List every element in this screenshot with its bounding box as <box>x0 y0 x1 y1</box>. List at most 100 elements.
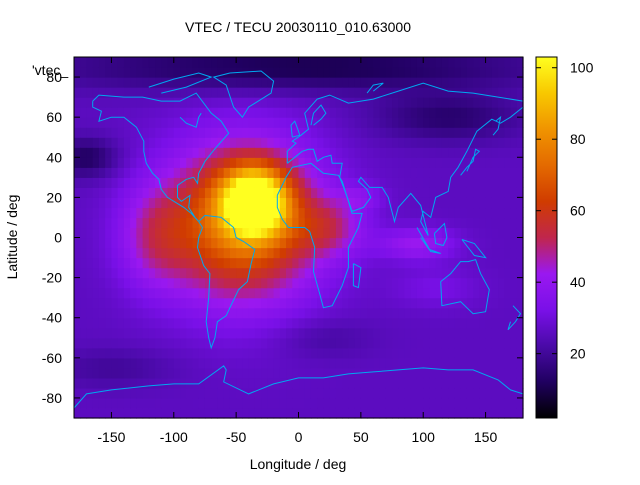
heatmap-cell <box>80 97 88 108</box>
heatmap-cell <box>373 317 381 329</box>
heatmap-cell <box>292 317 300 329</box>
heatmap-cell <box>242 167 250 178</box>
heatmap-cell <box>161 157 169 168</box>
heatmap-cell <box>367 277 374 289</box>
heatmap-cell <box>155 257 162 269</box>
heatmap-cell <box>398 247 406 259</box>
heatmap-cell <box>292 297 300 309</box>
heatmap-cell <box>192 227 200 239</box>
heatmap-cell <box>466 77 474 88</box>
heatmap-cell <box>105 367 113 379</box>
heatmap-cell <box>92 327 100 339</box>
heatmap-cell <box>310 167 318 178</box>
heatmap-cell <box>123 317 131 329</box>
heatmap-cell <box>74 397 81 409</box>
heatmap-cell <box>435 387 443 399</box>
heatmap-cell <box>155 77 162 88</box>
heatmap-cell <box>404 287 412 299</box>
heatmap-cell <box>423 247 431 259</box>
heatmap-cell <box>354 247 362 259</box>
heatmap-cell <box>267 187 275 198</box>
heatmap-cell <box>254 367 262 379</box>
heatmap-cell <box>204 187 212 198</box>
heatmap-cell <box>273 157 281 168</box>
heatmap-cell <box>279 297 287 309</box>
heatmap-cell <box>111 117 119 128</box>
heatmap-cell <box>498 247 505 259</box>
heatmap-cell <box>155 57 162 68</box>
heatmap-cell <box>261 357 268 369</box>
heatmap-cell <box>192 57 200 68</box>
heatmap-cell <box>323 157 331 168</box>
heatmap-cell <box>236 127 243 138</box>
heatmap-cell <box>173 57 181 68</box>
heatmap-cell <box>317 217 325 229</box>
heatmap-cell <box>373 277 381 289</box>
heatmap-cell <box>186 337 194 349</box>
heatmap-cell <box>416 237 424 249</box>
heatmap-cell <box>254 147 262 158</box>
heatmap-cell <box>423 167 431 178</box>
heatmap-cell <box>360 387 368 399</box>
coastline-britain <box>290 120 301 138</box>
heatmap-cell <box>392 207 399 219</box>
heatmap-cell <box>441 307 449 319</box>
heatmap-cell <box>98 357 106 369</box>
heatmap-cell <box>123 147 131 158</box>
heatmap-cell <box>117 67 125 78</box>
heatmap-cell <box>441 77 449 88</box>
heatmap-cell <box>516 287 524 299</box>
heatmap-cell <box>161 387 169 399</box>
heatmap-cell <box>117 207 125 219</box>
heatmap-cell <box>229 277 237 289</box>
heatmap-cell <box>485 397 493 409</box>
heatmap-cell <box>510 137 518 148</box>
heatmap-cell <box>416 137 424 148</box>
heatmap-cell <box>223 277 231 289</box>
heatmap-cell <box>335 317 343 329</box>
heatmap-cell <box>136 237 144 249</box>
heatmap-cell <box>435 167 443 178</box>
heatmap-cell <box>217 107 225 118</box>
heatmap-cell <box>516 227 524 239</box>
heatmap-cell <box>292 337 300 349</box>
heatmap-cell <box>273 57 281 68</box>
heatmap-cell <box>410 317 418 329</box>
heatmap-cell <box>298 217 306 229</box>
heatmap-cell <box>286 147 293 158</box>
heatmap-cell <box>92 267 100 279</box>
heatmap-cell <box>74 347 81 359</box>
heatmap-cell <box>398 267 406 279</box>
heatmap-cell <box>148 67 156 78</box>
heatmap-cell <box>130 117 137 128</box>
heatmap-cell <box>473 327 480 339</box>
heatmap-cell <box>335 287 343 299</box>
heatmap-cell <box>491 217 499 229</box>
heatmap-cell <box>167 227 175 239</box>
heatmap-cell <box>155 197 162 209</box>
heatmap-cell <box>155 377 162 389</box>
heatmap-cell <box>429 307 437 319</box>
heatmap-cell <box>379 267 387 279</box>
heatmap-cell <box>335 157 343 168</box>
heatmap-cell <box>279 117 287 128</box>
heatmap-cell <box>304 257 312 269</box>
heatmap-cell <box>460 57 468 68</box>
heatmap-cell <box>441 407 449 419</box>
heatmap-cell <box>454 137 462 148</box>
heatmap-cell <box>98 157 106 168</box>
heatmap-cell <box>410 157 418 168</box>
heatmap-cell <box>498 337 505 349</box>
heatmap-cell <box>373 87 381 98</box>
heatmap-cell <box>404 407 412 419</box>
heatmap-cell <box>167 367 175 379</box>
heatmap-cell <box>198 397 206 409</box>
heatmap-cell <box>342 247 349 259</box>
heatmap-cell <box>317 257 325 269</box>
heatmap-cell <box>105 217 113 229</box>
heatmap-cell <box>123 257 131 269</box>
heatmap-cell <box>423 327 431 339</box>
heatmap-cell <box>292 327 300 339</box>
heatmap-cell <box>211 267 219 279</box>
heatmap-cell <box>342 397 349 409</box>
